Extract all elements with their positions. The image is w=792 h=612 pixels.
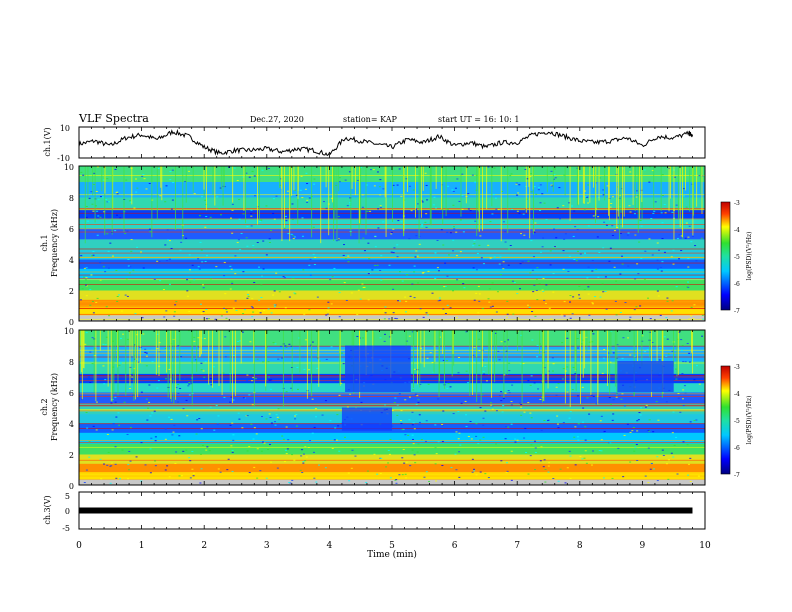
- time-axis-tick-label: 5: [389, 541, 395, 551]
- ch1-spec-ytick-6: 6: [69, 225, 74, 234]
- ch2-spec-ytick-4: 4: [69, 420, 74, 429]
- ch2-colorbar-label: log(PSD)(V²/Hz): [746, 396, 753, 445]
- ch1-spec-ytick-2: 2: [69, 287, 74, 296]
- time-axis-tick-label: 3: [264, 541, 270, 551]
- start-time-label: start UT = 16: 10: 1: [438, 115, 519, 124]
- date-label: Dec.27, 2020: [250, 115, 304, 124]
- station-label: station= KAP: [343, 115, 398, 124]
- ch1-colorbar-tick-minus4: -4: [734, 227, 740, 234]
- time-axis-tick-labels: 0 1 2 3 4 5 6 7 8 9 10: [76, 541, 711, 551]
- ch2-colorbar-tick-minus5: -5: [734, 418, 740, 425]
- ch1-ylabel: ch.1(V): [43, 127, 52, 156]
- time-axis-tick-label: 8: [577, 541, 583, 551]
- time-axis-ticks: [78, 127, 706, 529]
- ch1-colorbar-tick-minus7: -7: [734, 308, 740, 315]
- ch2-colorbar-tick-minus3: -3: [734, 364, 740, 371]
- ch1-colorbar-tick-minus5: -5: [734, 254, 740, 261]
- time-axis-tick-label: 9: [640, 541, 646, 551]
- ch3-waveform-trace: [79, 507, 693, 514]
- ch2-spec-ytick-2: 2: [69, 451, 74, 460]
- ch1-colorbar-gradient: [720, 201, 731, 311]
- ch1-colorbar-label: log(PSD)(V²/Hz): [746, 232, 753, 281]
- ch2-spec-ylabel-frequency: Frequency (kHz): [50, 373, 59, 441]
- ch2-spec-ytick-8: 8: [69, 358, 74, 367]
- ch2-spec-ytick-0: 0: [69, 482, 74, 491]
- ch2-colorbar-gradient: [720, 365, 731, 475]
- ch1-ytick-top: 10: [60, 124, 70, 133]
- ch1-colorbar-tick-minus6: -6: [734, 281, 740, 288]
- ch2-spec-ylabel: ch.2: [40, 398, 49, 415]
- ch1-waveform-frame: [78, 126, 706, 159]
- ch2-colorbar-tick-minus4: -4: [734, 391, 740, 398]
- ch3-ytick-minus5: -5: [62, 524, 70, 533]
- time-axis-tick-label: 0: [76, 541, 82, 551]
- ch1-spec-ylabel-frequency: Frequency (kHz): [50, 209, 59, 277]
- time-axis-tick-label: 1: [139, 541, 145, 551]
- time-axis-tick-label: 2: [201, 541, 207, 551]
- ch2-spectrogram-image: [79, 330, 706, 486]
- ch1-spectrogram-image: [79, 166, 705, 322]
- ch1-spec-ytick-8: 8: [69, 194, 74, 203]
- time-axis-tick-label: 6: [452, 541, 458, 551]
- ch3-waveform-panel: 5 0 -5 ch.3(V): [43, 491, 706, 533]
- ch2-colorbar: -3 -4 -5 -6 -7 log(PSD)(V²/Hz): [720, 364, 753, 479]
- ch1-waveform-trace: [78, 128, 693, 157]
- ch1-ytick-bottom: -10: [57, 154, 70, 163]
- ch1-waveform-panel: 10 -10 ch.1(V): [43, 124, 706, 163]
- ch1-colorbar-tick-minus3: -3: [734, 200, 740, 207]
- time-axis-tick-label: 4: [327, 541, 333, 551]
- ch2-spec-ytick-6: 6: [69, 389, 74, 398]
- time-axis-label: Time (min): [367, 549, 417, 560]
- ch1-spec-ytick-0: 0: [69, 318, 74, 327]
- ch1-spectrogram-panel: 10 8 6 4 2 0 ch.1 Frequency (kHz): [40, 163, 706, 327]
- ch1-spec-ytick-10: 10: [64, 163, 74, 172]
- time-axis-tick-label: 10: [699, 541, 711, 551]
- ch2-spec-ytick-10: 10: [64, 327, 74, 336]
- ch3-ytick-0: 0: [65, 507, 70, 516]
- ch2-spectrogram-panel: 10 8 6 4 2 0 ch.2 Frequency (kHz): [40, 327, 706, 491]
- time-axis-tick-label: 7: [514, 541, 520, 551]
- ch2-colorbar-tick-minus7: -7: [734, 472, 740, 479]
- ch3-ytick-5: 5: [65, 492, 70, 501]
- ch1-colorbar: -3 -4 -5 -6 -7 log(PSD)(V²/Hz): [720, 200, 753, 315]
- ch1-spec-ytick-4: 4: [69, 256, 74, 265]
- ch2-colorbar-tick-minus6: -6: [734, 445, 740, 452]
- figure-title: VLF Spectra: [78, 112, 149, 125]
- ch1-spec-ylabel: ch.1: [40, 234, 49, 251]
- ch3-ylabel: ch.3(V): [43, 495, 52, 524]
